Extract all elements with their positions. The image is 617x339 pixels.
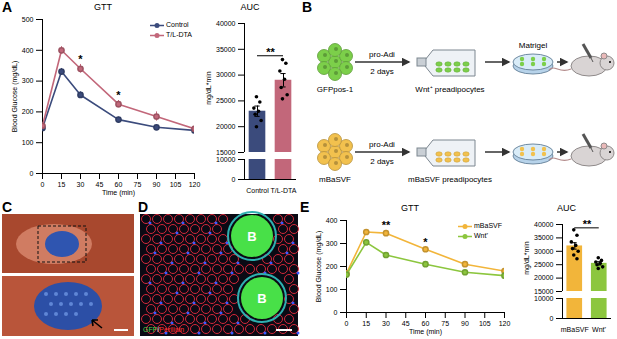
svg-text:2 days: 2 days [370, 157, 394, 166]
svg-text:*: * [78, 53, 83, 65]
svg-text:300: 300 [22, 77, 34, 84]
svg-text:60: 60 [115, 181, 123, 188]
svg-text:B: B [257, 291, 266, 306]
svg-text:35000: 35000 [216, 46, 236, 53]
svg-text:45: 45 [402, 320, 410, 327]
svg-text:B: B [247, 229, 256, 244]
svg-text:120: 120 [189, 181, 201, 188]
svg-text:45: 45 [96, 181, 104, 188]
svg-text:*: * [423, 236, 428, 248]
svg-text:35000: 35000 [534, 234, 554, 241]
html-text:T/L-DTA: T/L-DTA [166, 31, 192, 38]
html-text:GTT: GTT [401, 203, 419, 213]
html-text:A: A [2, 0, 13, 15]
html-text:E: E [300, 199, 310, 215]
svg-text:mBaSVF: mBaSVF [561, 326, 589, 333]
svg-text:GFP/Perilipin: GFP/Perilipin [143, 326, 184, 334]
svg-text:60: 60 [422, 320, 430, 327]
html-text:Wnt⁺: Wnt⁺ [474, 232, 489, 239]
svg-text:25000: 25000 [534, 261, 554, 268]
svg-text:10000: 10000 [534, 295, 554, 302]
svg-text:0: 0 [550, 315, 554, 322]
svg-text:GFPpos-1: GFPpos-1 [317, 85, 354, 94]
svg-text:90: 90 [153, 181, 161, 188]
svg-text:400: 400 [22, 47, 34, 54]
svg-text:Wnt⁺: Wnt⁺ [592, 326, 607, 333]
svg-text:500: 500 [22, 16, 34, 23]
svg-text:Time (min): Time (min) [409, 328, 442, 336]
svg-text:T/L-DTA: T/L-DTA [271, 187, 297, 194]
svg-text:0: 0 [334, 309, 338, 316]
svg-text:0: 0 [345, 320, 349, 327]
svg-text:30: 30 [382, 320, 390, 327]
html-text:Control: Control [166, 21, 189, 28]
svg-text:25000: 25000 [216, 97, 236, 104]
svg-text:Blood Glucose (mg/dL): Blood Glucose (mg/dL) [11, 61, 19, 133]
svg-text:pro-Adi: pro-Adi [369, 50, 395, 59]
svg-text:100: 100 [22, 139, 34, 146]
svg-text:mBaSVF: mBaSVF [319, 175, 351, 184]
svg-text:Wnt⁺ preadipocytes: Wnt⁺ preadipocytes [415, 85, 484, 94]
svg-text:10000: 10000 [216, 156, 236, 163]
html-text:AUC: AUC [557, 203, 576, 213]
svg-text:0: 0 [232, 176, 236, 183]
svg-text:400: 400 [326, 217, 338, 224]
svg-text:0: 0 [41, 181, 45, 188]
svg-text:*: * [116, 89, 121, 101]
svg-text:300: 300 [326, 240, 338, 247]
svg-text:30: 30 [77, 181, 85, 188]
svg-text:90: 90 [461, 320, 469, 327]
html-text:mBaSVF: mBaSVF [474, 222, 502, 229]
html-text:D: D [138, 199, 149, 215]
svg-text:15: 15 [362, 320, 370, 327]
svg-text:20000: 20000 [216, 123, 236, 130]
svg-text:Time (min): Time (min) [102, 189, 135, 197]
svg-text:200: 200 [326, 263, 338, 270]
svg-text:200: 200 [22, 108, 34, 115]
svg-text:40000: 40000 [534, 221, 554, 228]
html-text:C: C [2, 199, 13, 215]
svg-text:**: ** [266, 46, 275, 58]
svg-text:75: 75 [134, 181, 142, 188]
svg-text:Matrigel: Matrigel [519, 41, 548, 50]
svg-text:20000: 20000 [534, 274, 554, 281]
svg-text:40000: 40000 [216, 20, 236, 27]
html-text:GTT: GTT [94, 2, 112, 12]
svg-text:100: 100 [326, 286, 338, 293]
svg-text:mg/dL*min: mg/dL*min [205, 71, 213, 105]
svg-text:30000: 30000 [534, 248, 554, 255]
svg-text:Control: Control [246, 187, 269, 194]
html-text:B: B [302, 0, 313, 15]
svg-text:30000: 30000 [216, 71, 236, 78]
html-text:AUC: AUC [240, 2, 260, 12]
svg-text:75: 75 [441, 320, 449, 327]
svg-text:15: 15 [58, 181, 66, 188]
svg-text:2 days: 2 days [370, 67, 394, 76]
svg-text:105: 105 [170, 181, 182, 188]
svg-text:mg/dL*min: mg/dL*min [523, 241, 531, 275]
svg-text:**: ** [382, 219, 391, 231]
svg-text:105: 105 [479, 320, 491, 327]
svg-text:**: ** [583, 218, 592, 230]
svg-text:120: 120 [499, 320, 511, 327]
svg-text:pro-Adi: pro-Adi [369, 140, 395, 149]
svg-text:0: 0 [30, 170, 34, 177]
svg-text:15000: 15000 [534, 288, 554, 295]
svg-text:mBaSVF preadipocytes: mBaSVF preadipocytes [408, 175, 492, 184]
svg-text:15000: 15000 [216, 149, 236, 156]
svg-text:Blood Glucose (mg/dL): Blood Glucose (mg/dL) [315, 231, 323, 303]
